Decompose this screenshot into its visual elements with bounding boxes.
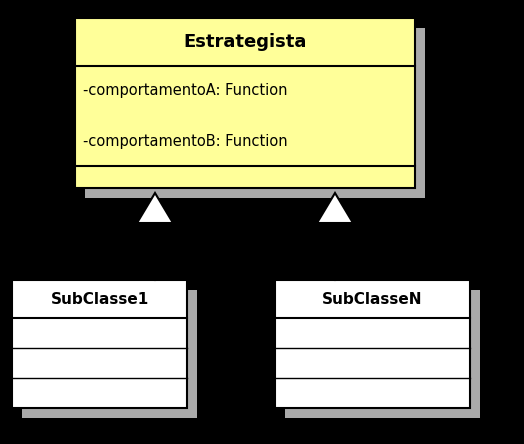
Bar <box>12 280 187 408</box>
Polygon shape <box>317 193 353 223</box>
Text: SubClasse1: SubClasse1 <box>50 292 149 306</box>
Text: SubClasseN: SubClasseN <box>322 292 423 306</box>
Text: Estrategista: Estrategista <box>183 33 307 51</box>
Bar <box>275 280 470 408</box>
Bar <box>285 290 480 418</box>
Polygon shape <box>137 193 173 223</box>
Bar <box>75 18 415 188</box>
Text: -comportamentoB: Function: -comportamentoB: Function <box>83 134 288 148</box>
Bar <box>85 28 425 198</box>
Bar <box>22 290 197 418</box>
Text: -comportamentoA: Function: -comportamentoA: Function <box>83 83 288 99</box>
